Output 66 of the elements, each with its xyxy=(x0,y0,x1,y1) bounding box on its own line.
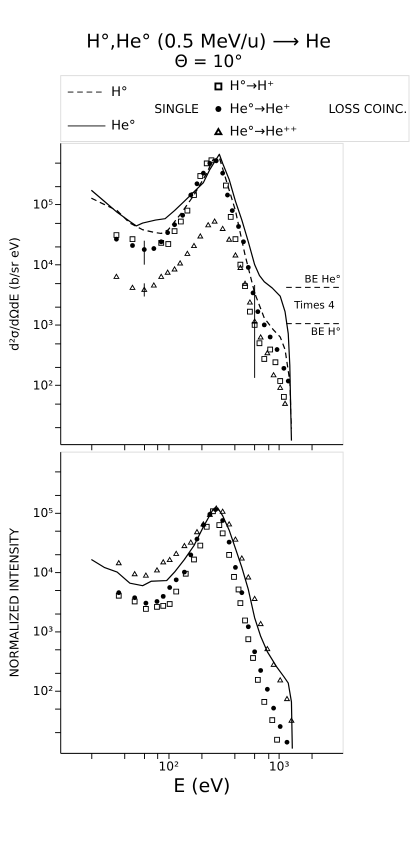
point xyxy=(252,649,258,654)
point xyxy=(220,508,226,514)
point xyxy=(258,620,264,626)
y-tick-label: 10² xyxy=(32,684,54,698)
legend-label: He°→He⁺⁺ xyxy=(230,124,298,140)
y-tick-label: 10⁴ xyxy=(32,565,54,580)
point xyxy=(233,565,238,570)
point xyxy=(154,567,160,572)
y-axis-title: NORMALIZED INTENSITY xyxy=(8,528,22,678)
point xyxy=(173,550,180,556)
point xyxy=(232,536,238,542)
point xyxy=(194,529,200,534)
legend-label: H°→H⁺ xyxy=(230,79,274,94)
point xyxy=(278,724,283,729)
point xyxy=(188,552,194,558)
point xyxy=(239,590,244,596)
point xyxy=(166,601,173,607)
point xyxy=(284,696,290,702)
point xyxy=(160,594,166,599)
text: SINGLE xyxy=(154,102,199,116)
legend-label: He° xyxy=(111,118,136,134)
legend-label: He°→He⁺ xyxy=(230,102,290,117)
point xyxy=(246,624,251,630)
point xyxy=(231,574,237,580)
point xyxy=(154,604,160,610)
point xyxy=(182,570,187,574)
point xyxy=(166,556,173,562)
point xyxy=(264,686,270,692)
y-tick-label: 10⁵ xyxy=(32,198,54,212)
y-tick-label: 10⁴ xyxy=(32,258,54,272)
point xyxy=(194,536,200,542)
y-tick-label: 10³ xyxy=(32,318,54,332)
point xyxy=(220,518,226,523)
point xyxy=(245,574,252,580)
point xyxy=(182,543,188,548)
x-axis-title: E (eV) xyxy=(173,776,230,797)
point xyxy=(173,588,180,594)
point xyxy=(252,596,258,601)
point xyxy=(226,521,232,526)
chart-title: H°,He° (0.5 MeV/u) ⟶ He xyxy=(86,31,332,52)
ref-line-label: BE He° xyxy=(304,274,341,286)
point xyxy=(154,599,160,604)
point xyxy=(258,668,264,673)
point xyxy=(271,706,276,711)
point xyxy=(160,559,166,564)
text: LOSS COINC. xyxy=(328,102,408,116)
annotation: Times 4 xyxy=(293,299,335,312)
point xyxy=(284,740,290,745)
point xyxy=(277,677,284,682)
chart-subtitle: Θ = 10° xyxy=(174,51,243,72)
point xyxy=(264,646,270,652)
point xyxy=(174,577,179,582)
point xyxy=(220,530,226,536)
point xyxy=(160,602,166,609)
ref-line-label: BE H° xyxy=(310,326,341,338)
point xyxy=(167,585,172,590)
y-axis-title: d²σ/dΩdE (b/sr eV) xyxy=(8,237,22,351)
point xyxy=(270,662,276,667)
point xyxy=(226,552,232,558)
point xyxy=(188,540,194,545)
point xyxy=(226,540,232,545)
y-tick-label: 10⁵ xyxy=(32,506,54,520)
legend-label: H° xyxy=(111,84,128,100)
y-tick-label: 10² xyxy=(32,378,54,392)
y-tick-label: 10³ xyxy=(32,624,54,639)
point xyxy=(238,555,245,561)
